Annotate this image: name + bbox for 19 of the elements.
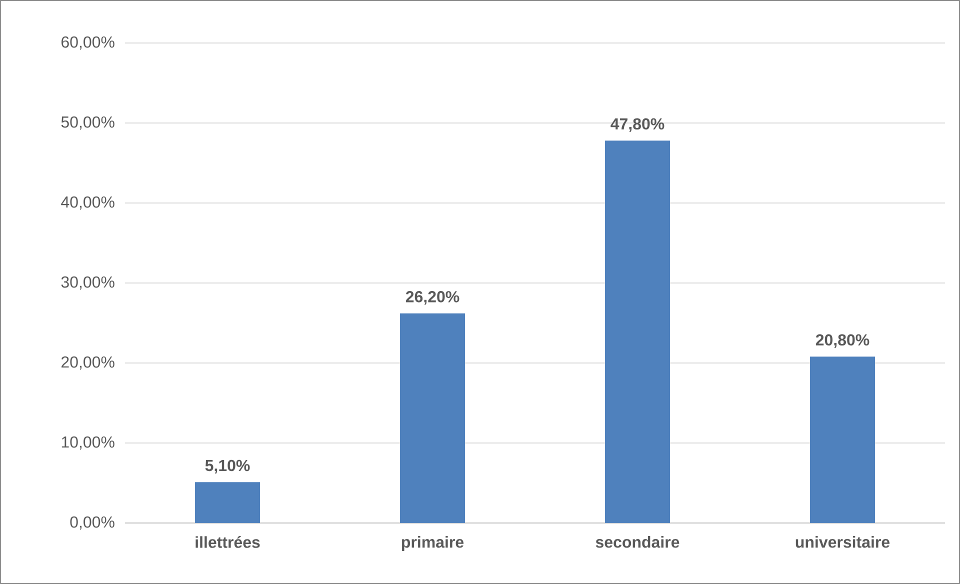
x-tick-label: primaire <box>402 536 464 551</box>
x-tick-label: secondaire <box>596 536 680 548</box>
y-tick-label: 20,00% <box>61 356 114 370</box>
data-label: 26,20% <box>406 291 460 305</box>
data-label: 20,80% <box>816 334 870 348</box>
x-tick-label: illettrées <box>196 536 260 548</box>
bar <box>400 313 466 523</box>
x-tick-label: universitaire <box>796 536 890 548</box>
bar <box>605 140 670 523</box>
y-tick-label: 0,00% <box>70 516 114 530</box>
data-label: 47,80% <box>610 118 664 132</box>
y-tick-label: 30,00% <box>61 276 114 290</box>
y-tick-label: 60,00% <box>62 36 114 50</box>
y-tick-label: 40,00% <box>61 196 114 210</box>
data-label: 5,10% <box>205 460 250 474</box>
y-tick-label: 50,00% <box>61 116 114 130</box>
bar <box>810 356 875 523</box>
bar <box>195 482 260 523</box>
y-tick-label: 10,00% <box>62 436 114 450</box>
